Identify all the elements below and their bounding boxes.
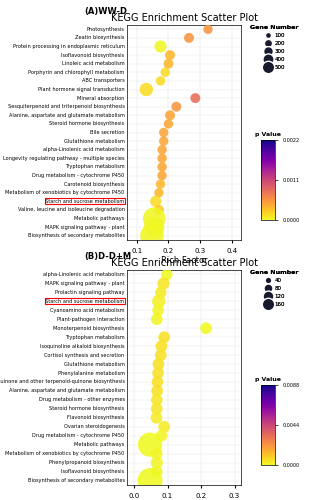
Point [174, 102, 179, 110]
Point [154, 387, 160, 395]
Legend: 40, 80, 120, 160: 40, 80, 120, 160 [249, 268, 299, 308]
Point [156, 206, 161, 214]
Point [161, 333, 167, 341]
Point [154, 405, 159, 413]
Legend: 100, 200, 300, 400, 500: 100, 200, 300, 400, 500 [249, 24, 299, 71]
Point [159, 146, 165, 154]
Point [159, 342, 164, 350]
Title: p Value: p Value [255, 132, 281, 137]
Point [161, 423, 167, 431]
Point [162, 68, 168, 76]
Point [158, 288, 163, 296]
Point [154, 316, 159, 324]
Point [205, 26, 211, 34]
Point [161, 137, 166, 145]
Point [158, 351, 163, 359]
Point [151, 214, 157, 222]
Point [166, 120, 171, 128]
Point [166, 60, 171, 68]
Point [161, 128, 166, 136]
Title: KEGG Enrichment Scatter Plot: KEGG Enrichment Scatter Plot [111, 13, 258, 23]
Title: p Value: p Value [255, 377, 281, 382]
Point [159, 154, 165, 162]
Point [167, 51, 173, 59]
Title: KEGG Enrichment Scatter Plot: KEGG Enrichment Scatter Plot [111, 258, 258, 268]
Point [151, 223, 157, 231]
X-axis label: Rich Factor: Rich Factor [161, 256, 208, 266]
Point [155, 378, 160, 386]
Point [154, 458, 159, 466]
Point [159, 432, 164, 440]
Point [154, 396, 159, 404]
Point [155, 369, 161, 377]
Point [154, 414, 159, 422]
Point [186, 34, 192, 42]
Text: (B)D-D+M: (B)D-D+M [84, 252, 131, 262]
Point [147, 476, 153, 484]
Point [203, 324, 209, 332]
Point [156, 188, 161, 196]
Point [156, 298, 161, 306]
Point [167, 112, 173, 120]
Point [144, 86, 149, 94]
Text: (A)WW-D: (A)WW-D [84, 8, 127, 16]
Point [159, 172, 165, 179]
Point [159, 163, 165, 171]
Point [147, 440, 153, 448]
Point [193, 94, 198, 102]
Point [149, 232, 155, 239]
Point [153, 198, 158, 205]
Point [161, 280, 166, 287]
Point [154, 450, 159, 458]
Point [156, 360, 161, 368]
Point [158, 180, 163, 188]
Point [158, 77, 163, 85]
Point [158, 42, 163, 50]
Point [155, 306, 161, 314]
Point [164, 270, 170, 278]
Point [154, 468, 159, 475]
